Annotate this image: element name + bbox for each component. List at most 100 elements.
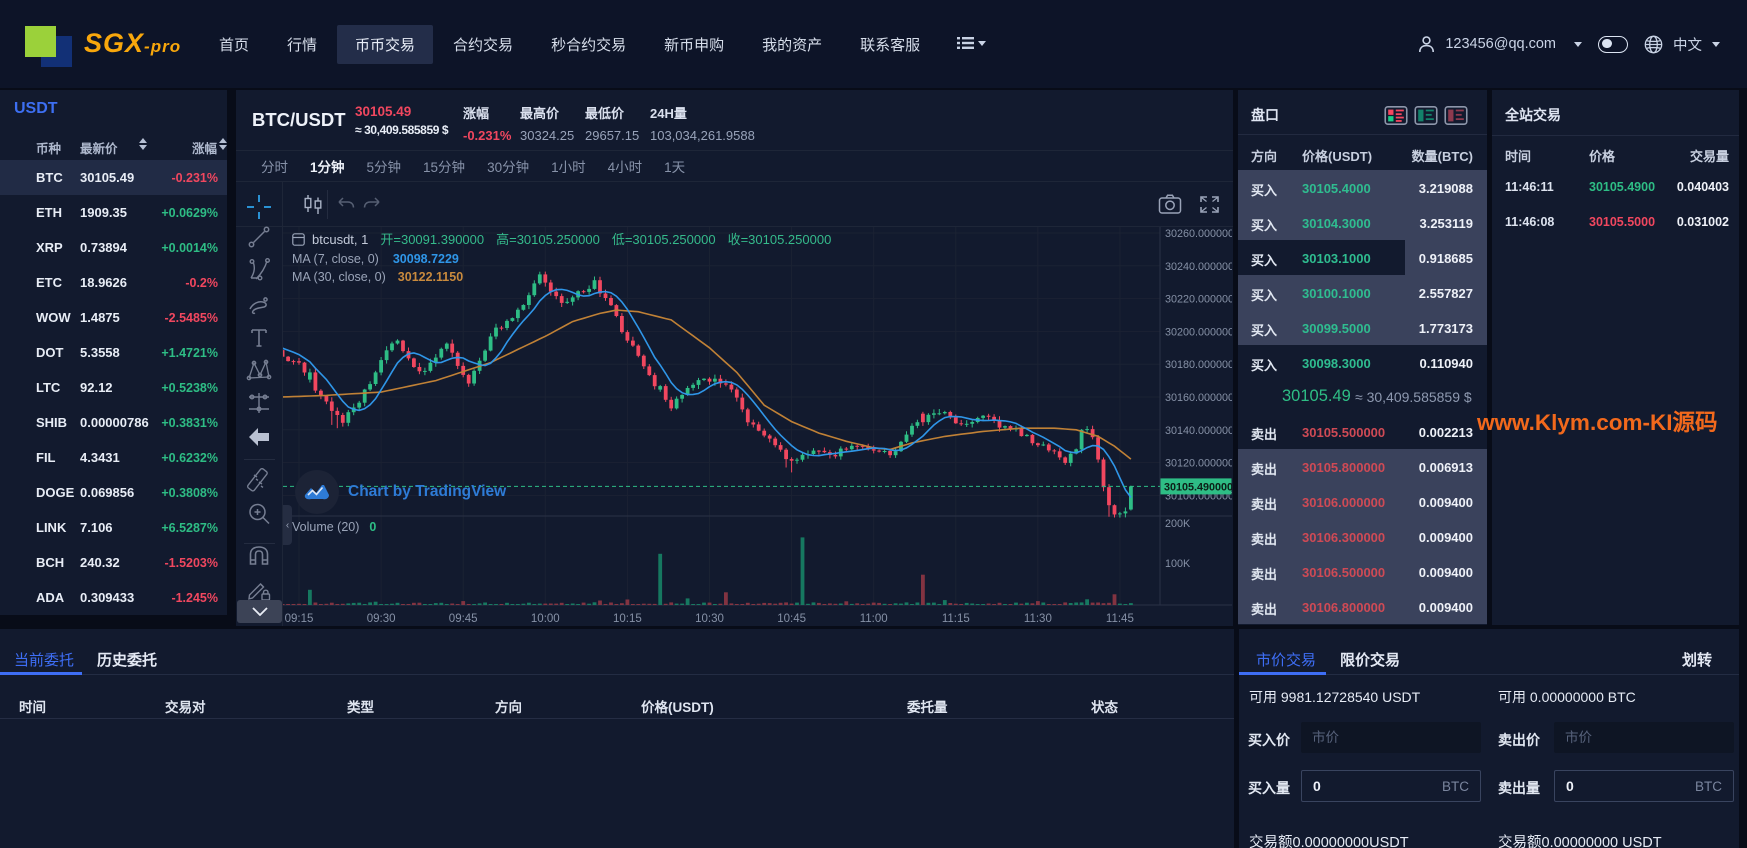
candle-style-icon[interactable] [302, 195, 324, 215]
timeframe-5分钟[interactable]: 5分钟 [366, 160, 402, 175]
nav-item-币币交易[interactable]: 币币交易 [337, 24, 434, 64]
market-row-SHIB[interactable]: SHIB 0.00000786 +0.3831% [0, 405, 227, 440]
nav-item-新币申购[interactable]: 新币申购 [664, 36, 725, 54]
magnet-tool-icon[interactable] [247, 545, 272, 570]
market-row-ETH[interactable]: ETH 1909.35 +0.0629% [0, 195, 227, 230]
tab-当前委托[interactable]: 当前委托 [14, 652, 75, 669]
ask-row[interactable]: 卖出 30106.000000 0.009400 [1238, 484, 1487, 519]
market-row-DOGE[interactable]: DOGE 0.069856 +0.3808% [0, 475, 227, 510]
bid-row[interactable]: 买入 30098.3000 0.110940 [1238, 345, 1487, 380]
svg-text:11:00: 11:00 [860, 613, 888, 625]
view-asks-icon[interactable] [1444, 106, 1468, 125]
market-row-ETC[interactable]: ETC 18.9626 -0.2% [0, 265, 227, 300]
view-bids-icon[interactable] [1414, 106, 1438, 125]
sell-price-input[interactable]: 市价 [1554, 722, 1734, 753]
timeframe-1分钟[interactable]: 1分钟 [310, 160, 345, 175]
view-both-icon[interactable] [1384, 106, 1408, 125]
bid-row[interactable]: 买入 30105.4000 3.219088 [1238, 170, 1487, 205]
bid-row[interactable]: 买入 30099.5000 1.773173 [1238, 310, 1487, 345]
market-row-LINK[interactable]: LINK 7.106 +6.5287% [0, 510, 227, 545]
crosshair-tool-icon[interactable] [246, 194, 272, 220]
collapse-toolbar-button[interactable] [237, 600, 282, 623]
tab-限价交易[interactable]: 限价交易 [1340, 652, 1401, 669]
brand-logo[interactable]: SGX-pro [84, 28, 182, 58]
timeframe-1天[interactable]: 1天 [664, 160, 686, 175]
market-row-LTC[interactable]: LTC 92.12 +0.5238% [0, 370, 227, 405]
ruler-tool-icon[interactable] [246, 468, 272, 494]
svg-text:100K: 100K [1165, 558, 1191, 570]
timeframe-1小时[interactable]: 1小时 [551, 160, 586, 175]
market-row-WOW[interactable]: WOW 1.4875 -2.5485% [0, 300, 227, 335]
svg-text:30105.490000: 30105.490000 [1164, 481, 1232, 493]
svg-text:10:15: 10:15 [613, 613, 642, 625]
ask-row[interactable]: 卖出 30106.500000 0.009400 [1238, 554, 1487, 589]
ask-row[interactable]: 卖出 30106.300000 0.009400 [1238, 519, 1487, 554]
market-row-FIL[interactable]: FIL 4.3431 +0.6232% [0, 440, 227, 475]
svg-text:10:45: 10:45 [777, 613, 806, 625]
coin-price: 4.3431 [80, 450, 120, 465]
timeframe-15分钟[interactable]: 15分钟 [423, 160, 466, 175]
market-row-ADA[interactable]: ADA 0.309433 -1.245% [0, 580, 227, 615]
zoom-in-tool-icon[interactable] [247, 501, 272, 526]
sort-price-icon[interactable] [139, 138, 147, 150]
camera-icon[interactable] [1158, 194, 1182, 215]
transfer-link[interactable]: 划转 [1681, 652, 1712, 669]
pitchfork-tool-icon[interactable] [247, 258, 271, 282]
nav-more-menu[interactable] [957, 36, 986, 50]
tab-历史委托[interactable]: 历史委托 [97, 652, 158, 669]
market-row-DOT[interactable]: DOT 5.3558 +1.4721% [0, 335, 227, 370]
tab-市价交易[interactable]: 市价交易 [1256, 652, 1317, 669]
text-tool-icon[interactable] [247, 326, 271, 350]
nav-item-秒合约交易[interactable]: 秒合约交易 [551, 36, 627, 54]
ask-row[interactable]: 卖出 30105.500000 0.002213 [1238, 414, 1487, 449]
bid-row[interactable]: 买入 30104.3000 3.253119 [1238, 205, 1487, 240]
forecast-tool-icon[interactable] [246, 390, 272, 416]
nav-item-合约交易[interactable]: 合约交易 [453, 36, 514, 54]
sell-amount-input[interactable]: 0 BTC [1554, 770, 1734, 802]
nav-item-行情[interactable]: 行情 [287, 36, 318, 54]
xabcd-pattern-tool-icon[interactable] [246, 358, 272, 382]
coin-change: +1.4721% [161, 345, 218, 360]
order-book-bids: 买入 30105.4000 3.219088 买入 30104.3000 3.253119… [1238, 170, 1487, 380]
bid-row[interactable]: 买入 30100.1000 2.557827 [1238, 275, 1487, 310]
price: 30105.500000 [1302, 424, 1386, 440]
language-selector[interactable]: 中文 [1673, 37, 1702, 54]
tab-usdt[interactable]: USDT [14, 100, 58, 117]
fullscreen-icon[interactable] [1199, 195, 1220, 214]
user-chevron-down-icon[interactable] [1574, 41, 1582, 47]
lock-drawings-icon[interactable] [247, 577, 272, 602]
language-chevron-down-icon[interactable] [1712, 41, 1720, 47]
pane-collapse-handle[interactable]: ‹ [283, 505, 292, 545]
nav-item-联系客服[interactable]: 联系客服 [860, 36, 921, 54]
side-label: 买入 [1251, 183, 1278, 198]
buy-price-input[interactable]: 市价 [1301, 722, 1481, 753]
undo-icon[interactable] [335, 195, 356, 213]
timeframe-30分钟[interactable]: 30分钟 [487, 160, 530, 175]
nav-item-我的资产[interactable]: 我的资产 [762, 36, 823, 54]
ask-row[interactable]: 卖出 30105.800000 0.006913 [1238, 449, 1487, 484]
ask-row[interactable]: 卖出 30106.800000 0.009400 [1238, 589, 1487, 624]
col-last-price: 最新价 [80, 142, 118, 156]
market-row-XRP[interactable]: XRP 0.73894 +0.0014% [0, 230, 227, 265]
series-menu-icon[interactable] [292, 233, 305, 246]
market-row-BCH[interactable]: BCH 240.32 -1.5203% [0, 545, 227, 580]
coin-name: DOT [36, 345, 64, 360]
trades-divider [1492, 135, 1739, 136]
hide-marks-arrow-icon[interactable] [246, 426, 272, 448]
trendline-tool-icon[interactable] [247, 225, 271, 249]
candlestick-chart[interactable]: 30260.000000 30240.000000 30220.000000 3020… [283, 227, 1232, 626]
brush-tool-icon[interactable] [247, 293, 271, 317]
user-email[interactable]: 123456@qq.com [1445, 36, 1556, 52]
market-row-BTC[interactable]: BTC 30105.49 -0.231% [0, 160, 227, 195]
side-label: 卖出 [1251, 567, 1278, 582]
theme-toggle[interactable] [1598, 35, 1628, 53]
sort-change-icon[interactable] [219, 138, 227, 150]
market-list-header: 币种 最新价 涨幅 [0, 130, 227, 160]
redo-icon[interactable] [362, 195, 383, 213]
buy-amount-input[interactable]: 0 BTC [1301, 770, 1481, 802]
timeframe-分时[interactable]: 分时 [261, 160, 288, 175]
timeframe-4小时[interactable]: 4小时 [607, 160, 643, 175]
bid-row[interactable]: 买入 30103.1000 0.918685 [1238, 240, 1487, 275]
nav-item-首页[interactable]: 首页 [219, 36, 250, 54]
